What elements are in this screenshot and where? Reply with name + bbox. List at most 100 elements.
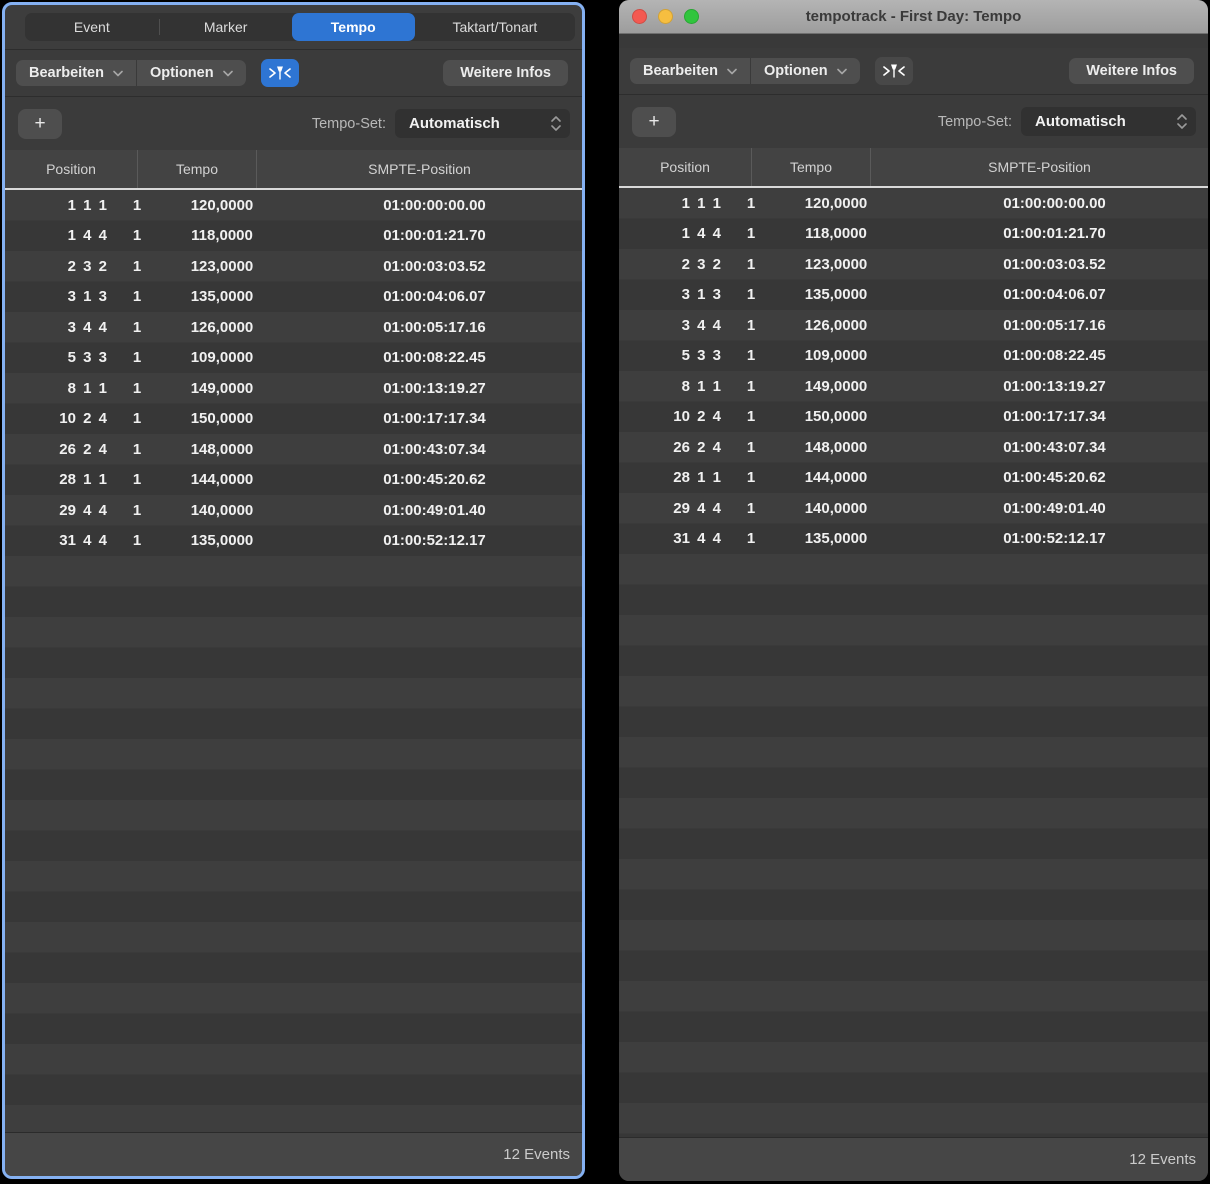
tempo-cell[interactable]: 109,0000	[804, 347, 868, 365]
tab-marker[interactable]: Marker	[203, 19, 248, 35]
smpte-cell[interactable]: 01:00:45:20.62	[1003, 469, 1106, 487]
tempo-cell[interactable]: 109,0000	[190, 349, 254, 367]
tick-cell[interactable]: 1	[132, 440, 142, 458]
tempo-cell[interactable]: 144,0000	[190, 471, 254, 489]
position-cell[interactable]: 1 1 1	[681, 194, 721, 212]
close-button[interactable]	[632, 9, 647, 24]
tempo-cell[interactable]: 118,0000	[805, 225, 867, 243]
table-row[interactable]: 1 1 1 1 120,0000 01:00:00:00.00	[5, 190, 582, 221]
position-cell[interactable]: 2 3 2	[681, 255, 721, 273]
position-cell[interactable]: 8 1 1	[67, 379, 107, 397]
smpte-cell[interactable]: 01:00:45:20.62	[383, 471, 486, 489]
tempo-cell[interactable]: 140,0000	[804, 499, 868, 517]
table-row[interactable]: 3 4 4 1 126,0000 01:00:05:17.16	[5, 312, 582, 343]
tempo-cell[interactable]: 120,0000	[804, 194, 868, 212]
smpte-cell[interactable]: 01:00:17:17.34	[383, 410, 486, 428]
table-row[interactable]: 26 2 4 1 148,0000 01:00:43:07.34	[619, 432, 1208, 463]
table-row[interactable]: 2 3 2 1 123,0000 01:00:03:03.52	[619, 249, 1208, 280]
tick-cell[interactable]: 1	[746, 286, 756, 304]
tick-cell[interactable]: 1	[746, 347, 756, 365]
tempo-cell[interactable]: 126,0000	[804, 316, 868, 334]
tick-cell[interactable]: 1	[132, 532, 142, 550]
table-row[interactable]: 29 4 4 1 140,0000 01:00:49:01.40	[619, 493, 1208, 524]
smpte-cell[interactable]: 01:00:52:12.17	[1003, 530, 1106, 548]
table-row[interactable]: 31 4 4 1 135,0000 01:00:52:12.17	[5, 526, 582, 557]
position-cell[interactable]: 2 3 2	[67, 257, 107, 275]
position-cell[interactable]: 31 4 4	[673, 530, 721, 548]
position-cell[interactable]: 3 1 3	[681, 286, 721, 304]
tempo-set-dropdown[interactable]: Automatisch	[395, 109, 570, 138]
table-row[interactable]: 8 1 1 1 149,0000 01:00:13:19.27	[619, 371, 1208, 402]
tempo-cell[interactable]: 149,0000	[190, 379, 254, 397]
smpte-cell[interactable]: 01:00:17:17.34	[1003, 408, 1106, 426]
tick-cell[interactable]: 1	[746, 377, 756, 395]
tempo-cell[interactable]: 150,0000	[190, 410, 254, 428]
optionen-menu-button[interactable]: Optionen	[751, 58, 860, 84]
tick-cell[interactable]: 1	[746, 408, 756, 426]
minimize-button[interactable]	[658, 9, 673, 24]
tempo-cell[interactable]: 150,0000	[804, 408, 868, 426]
zoom-button[interactable]	[684, 9, 699, 24]
smpte-cell[interactable]: 01:00:03:03.52	[1003, 255, 1106, 273]
smpte-cell[interactable]: 01:00:43:07.34	[1003, 438, 1106, 456]
tempo-cell[interactable]: 149,0000	[804, 377, 868, 395]
tick-cell[interactable]: 1	[746, 194, 756, 212]
tempo-cell[interactable]: 148,0000	[190, 440, 254, 458]
bearbeiten-menu-button[interactable]: Bearbeiten	[630, 58, 750, 84]
smpte-cell[interactable]: 01:00:43:07.34	[383, 440, 486, 458]
tick-cell[interactable]: 1	[132, 379, 142, 397]
tick-cell[interactable]: 1	[132, 288, 142, 306]
position-cell[interactable]: 28 1 1	[673, 469, 721, 487]
position-cell[interactable]: 10 2 4	[59, 410, 107, 428]
table-row[interactable]: 1 4 4 1 118,0000 01:00:01:21.70	[619, 219, 1208, 250]
table-row[interactable]: 31 4 4 1 135,0000 01:00:52:12.17	[619, 524, 1208, 555]
tick-cell[interactable]: 1	[746, 225, 756, 243]
position-cell[interactable]: 8 1 1	[681, 377, 721, 395]
table-row[interactable]: 1 4 4 1 118,0000 01:00:01:21.70	[5, 221, 582, 252]
tick-cell[interactable]: 1	[746, 499, 756, 517]
tempo-cell[interactable]: 135,0000	[190, 288, 254, 306]
position-cell[interactable]: 3 4 4	[67, 318, 107, 336]
tick-cell[interactable]: 1	[746, 316, 756, 334]
midi-in-toggle-button[interactable]	[874, 57, 913, 85]
tab-event[interactable]: Event	[73, 19, 110, 35]
tempo-cell[interactable]: 148,0000	[804, 438, 868, 456]
position-cell[interactable]: 3 1 3	[67, 288, 107, 306]
tick-cell[interactable]: 1	[132, 318, 142, 336]
add-event-button[interactable]: +	[18, 108, 62, 139]
smpte-cell[interactable]: 01:00:01:21.70	[1003, 225, 1106, 243]
smpte-cell[interactable]: 01:00:05:17.16	[1003, 316, 1106, 334]
smpte-cell[interactable]: 01:00:52:12.17	[383, 532, 486, 550]
window-titlebar[interactable]: tempotrack - First Day: Tempo	[619, 0, 1208, 34]
position-cell[interactable]: 5 3 3	[681, 347, 721, 365]
smpte-cell[interactable]: 01:00:13:19.27	[383, 379, 486, 397]
smpte-cell[interactable]: 01:00:49:01.40	[383, 501, 486, 519]
table-row[interactable]: 3 1 3 1 135,0000 01:00:04:06.07	[619, 280, 1208, 311]
table-row[interactable]: 3 4 4 1 126,0000 01:00:05:17.16	[619, 310, 1208, 341]
smpte-cell[interactable]: 01:00:00:00.00	[1003, 194, 1106, 212]
tempo-cell[interactable]: 120,0000	[190, 196, 254, 214]
smpte-cell[interactable]: 01:00:05:17.16	[383, 318, 486, 336]
tick-cell[interactable]: 1	[132, 471, 142, 489]
position-cell[interactable]: 26 2 4	[59, 440, 107, 458]
position-cell[interactable]: 31 4 4	[59, 532, 107, 550]
tempo-cell[interactable]: 123,0000	[804, 255, 868, 273]
position-cell[interactable]: 26 2 4	[673, 438, 721, 456]
bearbeiten-menu-button[interactable]: Bearbeiten	[16, 60, 136, 86]
table-row[interactable]: 1 1 1 1 120,0000 01:00:00:00.00	[619, 188, 1208, 219]
tempo-cell[interactable]: 135,0000	[804, 286, 868, 304]
tick-cell[interactable]: 1	[132, 227, 142, 245]
position-cell[interactable]: 5 3 3	[67, 349, 107, 367]
tempo-cell[interactable]: 126,0000	[190, 318, 254, 336]
tick-cell[interactable]: 1	[132, 196, 142, 214]
smpte-cell[interactable]: 01:00:03:03.52	[383, 257, 486, 275]
weitere-infos-button[interactable]: Weitere Infos	[1069, 58, 1194, 84]
tick-cell[interactable]: 1	[746, 469, 756, 487]
smpte-cell[interactable]: 01:00:08:22.45	[383, 349, 486, 367]
smpte-cell[interactable]: 01:00:04:06.07	[1003, 286, 1106, 304]
tempo-cell[interactable]: 118,0000	[191, 227, 253, 245]
smpte-cell[interactable]: 01:00:04:06.07	[383, 288, 486, 306]
table-row[interactable]: 28 1 1 1 144,0000 01:00:45:20.62	[619, 463, 1208, 494]
tempo-set-dropdown[interactable]: Automatisch	[1021, 107, 1196, 136]
smpte-cell[interactable]: 01:00:01:21.70	[383, 227, 486, 245]
